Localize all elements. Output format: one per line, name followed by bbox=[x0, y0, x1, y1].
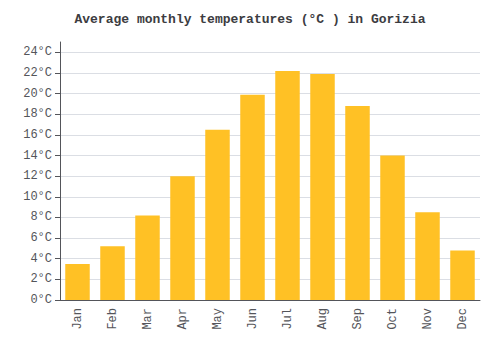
svg-text:Sep: Sep bbox=[351, 308, 365, 330]
svg-text:Apr: Apr bbox=[176, 308, 190, 330]
svg-text:Dec: Dec bbox=[456, 308, 470, 330]
svg-text:24°C: 24°C bbox=[23, 45, 52, 59]
svg-text:May: May bbox=[211, 308, 225, 330]
svg-text:Mar: Mar bbox=[141, 308, 155, 330]
svg-text:Jul: Jul bbox=[281, 308, 295, 330]
svg-text:Jan: Jan bbox=[71, 308, 85, 330]
svg-text:Aug: Aug bbox=[316, 308, 330, 330]
svg-text:12°C: 12°C bbox=[23, 169, 52, 183]
svg-text:22°C: 22°C bbox=[23, 66, 52, 80]
svg-text:2°C: 2°C bbox=[30, 272, 52, 286]
svg-text:Oct: Oct bbox=[386, 308, 400, 330]
svg-text:18°C: 18°C bbox=[23, 107, 52, 121]
svg-text:16°C: 16°C bbox=[23, 128, 52, 142]
svg-text:Jun: Jun bbox=[246, 308, 260, 330]
svg-text:20°C: 20°C bbox=[23, 87, 52, 101]
svg-text:Average monthly temperatures (: Average monthly temperatures (°C ) in Go… bbox=[74, 12, 425, 27]
svg-text:10°C: 10°C bbox=[23, 190, 52, 204]
svg-text:8°C: 8°C bbox=[30, 210, 52, 224]
svg-text:0°C: 0°C bbox=[30, 293, 52, 307]
svg-text:4°C: 4°C bbox=[30, 252, 52, 266]
svg-text:Feb: Feb bbox=[106, 308, 120, 330]
svg-text:Nov: Nov bbox=[421, 308, 435, 330]
svg-text:14°C: 14°C bbox=[23, 149, 52, 163]
svg-text:6°C: 6°C bbox=[30, 231, 52, 245]
